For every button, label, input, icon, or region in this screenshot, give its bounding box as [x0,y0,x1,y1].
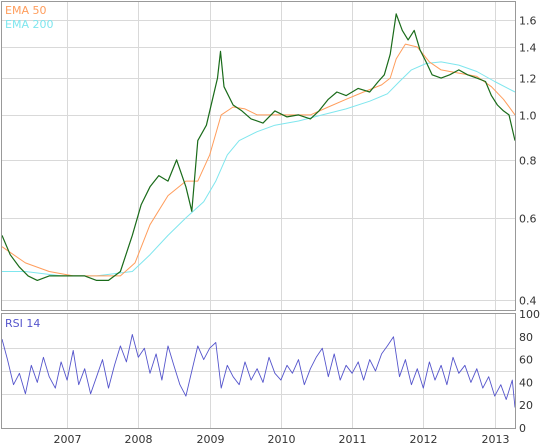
price-y-tick-label: 1.4 [519,42,537,55]
rsi-panel-series [1,334,516,408]
ema-200-line [2,61,516,277]
price-y-tick-label: 1.0 [519,110,537,123]
x-tick-label: 2010 [268,433,296,446]
x-tick-label: 2012 [410,433,438,446]
price-line [1,13,516,281]
price-y-tick-label: 1.6 [519,15,537,28]
price-panel-grid [2,2,515,310]
rsi-y-tick-label: 20 [519,399,533,412]
rsi-y-tick-label: 60 [519,354,533,367]
x-tick-label: 2013 [482,433,510,446]
rsi-y-tick-label: 0 [519,422,526,435]
price-panel-frame [1,1,516,311]
rsi-y-tick-label: 40 [519,376,533,389]
price-y-axis: 0.4 0.6 0.8 1.0 1.2 1.4 1.6 [519,15,537,308]
x-tick-label: 2008 [125,433,153,446]
rsi-y-tick-label: 100 [519,308,540,321]
rsi-14-line [1,334,516,408]
legend-ema-50: EMA 50 [5,4,46,17]
x-axis: 2007 2008 2009 2010 2011 2012 2013 [54,433,510,446]
price-panel-series [1,13,516,281]
rsi-y-tick-label: 80 [519,331,533,344]
rsi-legend: RSI 14 [5,317,40,330]
x-tick-label: 2011 [339,433,367,446]
price-y-tick-label: 1.2 [519,73,537,86]
rsi-y-axis: 0 20 40 60 80 100 [519,308,540,435]
price-y-tick-label: 0.6 [519,213,537,226]
x-tick-label: 2009 [197,433,225,446]
x-tick-label: 2007 [54,433,82,446]
price-legend: EMA 50 EMA 200 [5,4,53,31]
price-y-tick-label: 0.8 [519,155,537,168]
legend-rsi-14: RSI 14 [5,317,40,330]
legend-ema-200: EMA 200 [5,18,53,31]
rsi-panel-frame [1,313,516,429]
price-y-tick-label: 0.4 [519,295,537,308]
